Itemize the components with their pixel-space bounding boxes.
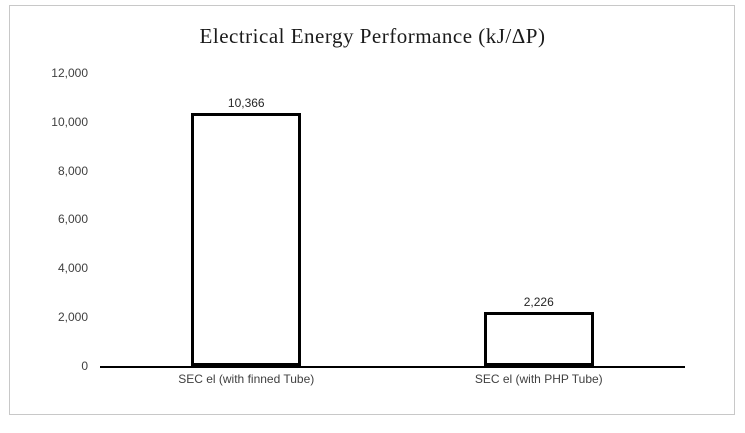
y-tick-label: 4,000: [57, 261, 88, 276]
chart-title: Electrical Energy Performance (kJ/ΔP): [199, 24, 546, 48]
y-tick-label: 12,000: [51, 66, 88, 80]
y-tick-label: 8,000: [57, 163, 88, 178]
bar-value-label: 2,226: [523, 295, 554, 309]
x-tick-label-finned-tube: SEC el (with finned Tube): [178, 372, 315, 386]
x-axis-labels: SEC el (with finned Tube) SEC el (with P…: [100, 372, 685, 390]
y-tick-label: 10,000: [51, 114, 88, 129]
y-axis: 12,000 10,000 8,000 6,000 4,000 2,000 0: [20, 65, 88, 374]
y-tick-label: 2,000: [57, 310, 88, 325]
y-tick-label: 0: [81, 358, 88, 373]
bar-php-tube: [483, 312, 594, 366]
chart-frame: [9, 5, 735, 415]
plot-area: 10,366 2,226: [100, 73, 685, 368]
bar-finned-tube: [191, 113, 302, 366]
bar-group-finned-tube: 10,366: [191, 96, 302, 366]
y-tick-label: 6,000: [57, 212, 88, 227]
bar-group-php-tube: 2,226: [483, 295, 594, 366]
x-tick-label-php-tube: SEC el (with PHP Tube): [474, 372, 603, 386]
bar-value-label: 10,366: [227, 96, 265, 110]
